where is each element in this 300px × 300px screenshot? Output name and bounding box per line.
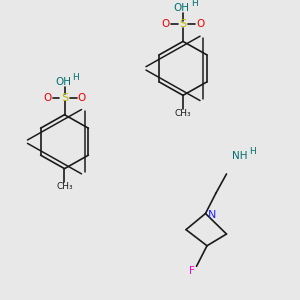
Text: CH₃: CH₃	[175, 109, 191, 118]
Text: H: H	[191, 0, 198, 8]
Text: OH: OH	[173, 3, 190, 13]
Text: O: O	[161, 20, 170, 29]
Text: OH: OH	[55, 76, 71, 87]
Text: S: S	[61, 93, 68, 103]
Text: H: H	[73, 73, 79, 82]
Text: CH₃: CH₃	[56, 182, 73, 191]
Text: N: N	[208, 210, 216, 220]
Text: H: H	[249, 147, 256, 156]
Text: O: O	[78, 93, 86, 103]
Text: O: O	[196, 20, 205, 29]
Text: NH: NH	[232, 151, 248, 161]
Text: F: F	[189, 266, 195, 276]
Text: S: S	[179, 20, 187, 29]
Text: O: O	[43, 93, 51, 103]
